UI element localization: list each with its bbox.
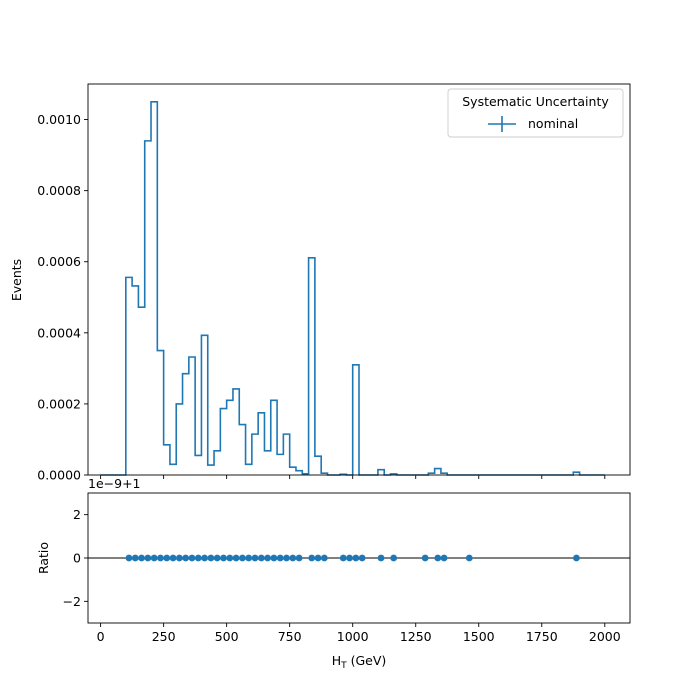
ratio-y-tick-label: 0 (73, 551, 81, 566)
ratio-point (358, 554, 366, 562)
main-y-tick-label: 0.0002 (37, 396, 81, 411)
ratio-point (434, 554, 442, 562)
ratio-point (339, 554, 347, 562)
ratio-point (239, 554, 246, 562)
main-y-ticks: 0.0000 0.0002 0.0004 0.0006 0.0008 0.0010 (37, 112, 88, 483)
ratio-point (276, 554, 284, 562)
ratio-point (131, 554, 139, 562)
ratio-y-axis-label: Ratio (36, 542, 51, 574)
ratio-x-tick-label: 1500 (463, 629, 495, 644)
ratio-x-tick-label: 250 (152, 629, 176, 644)
ratio-point (573, 554, 580, 562)
main-y-axis-label: Events (9, 259, 24, 301)
ratio-point (226, 554, 234, 562)
ratio-point (138, 554, 145, 562)
x-axis-label: HT (GeV) (332, 653, 387, 671)
ratio-x-tick-label: 500 (215, 629, 239, 644)
legend-box (447, 88, 624, 138)
ratio-point (465, 554, 473, 562)
main-y-tick-label: 0.0004 (37, 325, 81, 340)
legend-marker-nominal (488, 116, 516, 132)
ratio-y-ticks: −2 0 2 (63, 507, 88, 609)
ratio-point (182, 554, 190, 562)
ratio-panel: 1e−9+1 −2 0 2 0 250 500 750 1000 1250 1500 1750 20… (36, 476, 631, 671)
ratio-point (270, 554, 278, 562)
main-y-tick-label: 0.0008 (37, 183, 81, 198)
ratio-point (213, 554, 221, 562)
ratio-point (150, 554, 158, 562)
ratio-point (440, 554, 448, 562)
legend-title: Systematic Uncertainty (462, 94, 609, 109)
ratio-point (421, 554, 429, 562)
ratio-points (125, 554, 580, 562)
ratio-point (289, 554, 297, 562)
ratio-x-ticks: 0 250 500 750 1000 1250 1500 1750 2000 (97, 623, 621, 644)
ratio-point (314, 554, 322, 562)
ratio-point (144, 554, 152, 562)
ratio-point (220, 554, 227, 562)
main-y-tick-label: 0.0006 (37, 254, 81, 269)
ratio-y-tick-label: −2 (63, 594, 81, 609)
ratio-point (163, 554, 171, 562)
ratio-point (245, 554, 253, 562)
main-y-tick-label: 0.0010 (37, 112, 81, 127)
legend: Systematic Uncertainty nominal (447, 88, 624, 138)
ratio-x-tick-label: 1000 (337, 629, 369, 644)
ratio-x-tick-label: 1250 (400, 629, 432, 644)
ratio-point (201, 554, 208, 562)
legend-entry-nominal: nominal (528, 116, 578, 131)
ratio-point (125, 554, 133, 562)
ratio-point (169, 554, 177, 562)
ratio-point (390, 554, 398, 562)
ratio-point (320, 554, 328, 562)
ratio-point (207, 554, 215, 562)
ratio-point (377, 554, 385, 562)
ratio-point (264, 554, 272, 562)
main-y-tick-label: 0.0000 (37, 468, 81, 483)
ratio-point (295, 554, 303, 562)
ratio-point (352, 554, 360, 562)
ratio-point (308, 554, 316, 562)
ratio-y-tick-label: 2 (73, 507, 81, 522)
ratio-x-tick-label: 0 (97, 629, 105, 644)
ratio-x-tick-label: 1750 (526, 629, 558, 644)
main-panel: 0.0000 0.0002 0.0004 0.0006 0.0008 0.0010 Eve… (9, 83, 631, 483)
ratio-point (175, 554, 183, 562)
ratio-axes-frame (87, 492, 631, 624)
ratio-point (194, 554, 202, 562)
ratio-point (283, 554, 290, 562)
ratio-x-tick-label: 750 (278, 629, 302, 644)
ratio-offset-label: 1e−9+1 (88, 476, 141, 491)
ratio-point (157, 554, 164, 562)
ratio-point (188, 554, 196, 562)
ratio-x-tick-label: 2000 (589, 629, 621, 644)
ratio-point (257, 554, 265, 562)
ratio-point (232, 554, 240, 562)
ratio-point (251, 554, 259, 562)
ratio-point (346, 554, 353, 562)
main-axes-frame (87, 83, 631, 476)
